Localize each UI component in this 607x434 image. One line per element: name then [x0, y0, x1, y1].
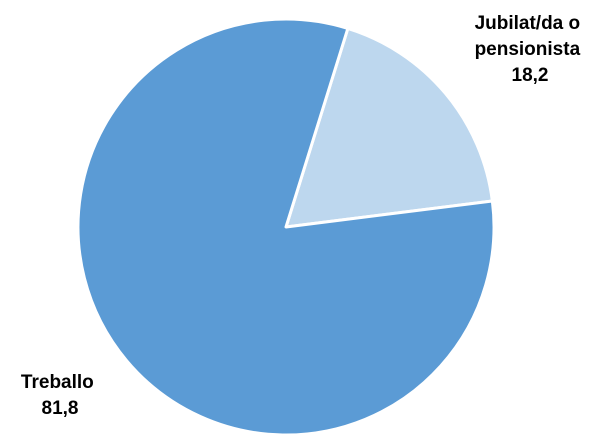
slice-value-treballo: 81,8: [42, 398, 79, 419]
slice-treballo: [76, 17, 496, 434]
slice-label-jubilat: Jubilat/da o pensionista 18,2: [475, 13, 586, 86]
slice-label-jubilat-line-2: pensionista: [475, 39, 581, 60]
slice-value-jubilat: 18,2: [512, 65, 549, 86]
pie-slices: [76, 17, 496, 434]
slice-label-treballo: Treballo 81,8: [21, 372, 99, 419]
slice-label-treballo-line-1: Treballo: [21, 372, 94, 393]
slice-jubilat-pensionista: [284, 26, 494, 229]
slice-label-jubilat-line-1: Jubilat/da o: [475, 13, 581, 34]
